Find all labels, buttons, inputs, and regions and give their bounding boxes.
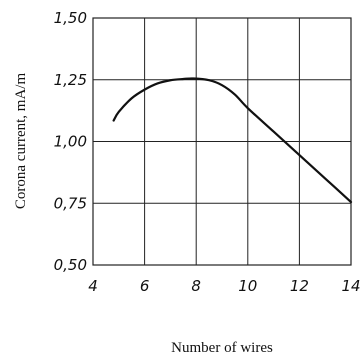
y-tick-labels: 0,50 0,75 1,00 1,25 1,50 xyxy=(54,9,87,274)
x-tick-label: 12 xyxy=(290,277,309,295)
x-axis-label: Number of wires xyxy=(171,340,273,356)
x-tick-labels: 4 6 8 10 12 14 xyxy=(88,277,360,295)
y-tick-label: 0,75 xyxy=(54,194,87,212)
x-tick-label: 10 xyxy=(238,277,257,295)
y-tick-label: 1,00 xyxy=(54,133,87,151)
y-tick-label: 0,50 xyxy=(54,256,87,274)
y-tick-label: 1,25 xyxy=(54,71,87,89)
y-tick-label: 1,50 xyxy=(54,9,87,27)
series-line xyxy=(112,77,353,204)
grid xyxy=(92,17,352,266)
x-tick-label: 14 xyxy=(341,277,360,295)
x-tick-label: 8 xyxy=(191,277,201,295)
x-tick-label: 4 xyxy=(88,277,98,295)
y-axis-label: Corona current, mA/m xyxy=(13,73,29,210)
x-tick-label: 6 xyxy=(140,277,150,295)
plot-frame xyxy=(92,17,352,266)
